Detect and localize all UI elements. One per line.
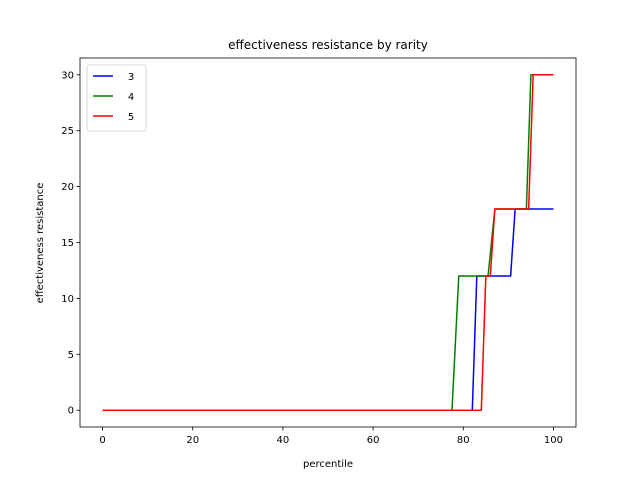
y-tick-label: 5 bbox=[68, 350, 74, 361]
x-tick-label: 20 bbox=[186, 435, 199, 446]
x-tick-label: 60 bbox=[367, 435, 380, 446]
legend-box bbox=[86, 64, 147, 132]
chart-title: effectiveness resistance by rarity bbox=[228, 38, 428, 52]
axes-frame bbox=[79, 57, 577, 428]
legend-label-3: 3 bbox=[128, 72, 134, 83]
x-tick-label: 100 bbox=[544, 435, 563, 446]
y-tick-label: 10 bbox=[61, 294, 74, 305]
y-tick-label: 20 bbox=[61, 182, 74, 193]
x-tick-label: 0 bbox=[99, 435, 105, 446]
y-tick-label: 30 bbox=[61, 70, 74, 81]
y-tick-label: 0 bbox=[68, 406, 74, 417]
x-axis-label: percentile bbox=[303, 459, 353, 470]
y-tick-label: 15 bbox=[61, 238, 74, 249]
legend-label-4: 4 bbox=[128, 92, 134, 103]
x-tick-label: 80 bbox=[457, 435, 470, 446]
y-tick-label: 25 bbox=[61, 126, 74, 137]
y-axis-label: effectiveness resistance bbox=[35, 183, 46, 304]
x-tick-label: 40 bbox=[277, 435, 290, 446]
legend-label-5: 5 bbox=[128, 112, 134, 123]
legend: 3 4 5 bbox=[86, 64, 147, 132]
plot-area: 0 20 40 60 80 100 0 5 10 15 20 25 30 bbox=[61, 57, 577, 446]
series-line-3 bbox=[102, 208, 554, 411]
series-line-5 bbox=[102, 74, 554, 411]
series-line-4 bbox=[102, 74, 554, 411]
